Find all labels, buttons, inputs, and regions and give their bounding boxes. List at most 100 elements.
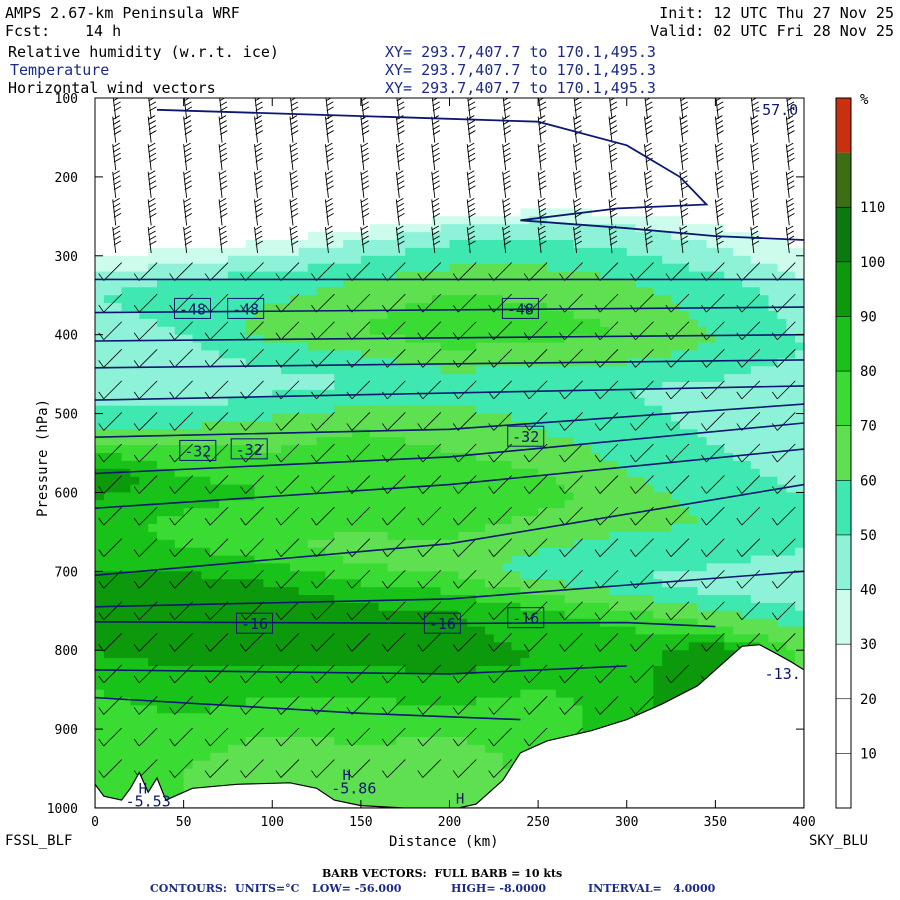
rh-cell: [290, 752, 300, 762]
rh-cell: [369, 295, 380, 304]
rh-cell: [662, 342, 672, 352]
rh-cell: [387, 240, 397, 249]
rh-cell: [95, 744, 105, 754]
rh-cell: [378, 287, 389, 296]
rh-cell: [263, 255, 273, 265]
rh-cell: [272, 484, 282, 494]
rh-cell: [219, 334, 229, 344]
rh-cell: [183, 579, 194, 588]
rh-cell: [343, 413, 353, 423]
rh-cell: [573, 453, 584, 462]
rh-cell: [334, 429, 344, 438]
rh-cell: [458, 634, 468, 643]
rh-cell: [431, 650, 442, 659]
rh-cell: [165, 468, 176, 478]
rh-cell: [617, 240, 628, 249]
rh-cell: [281, 602, 291, 612]
rh-cell: [352, 232, 362, 241]
rh-cell: [573, 295, 584, 304]
rh-cell: [201, 389, 211, 399]
rh-cell: [369, 374, 380, 383]
rh-cell: [236, 311, 247, 320]
rh-cell: [272, 689, 282, 699]
rh-cell: [387, 689, 397, 699]
rh-cell: [263, 484, 273, 494]
rh-cell: [201, 563, 211, 572]
rh-cell: [112, 776, 123, 785]
rh-cell: [387, 224, 397, 233]
rh-cell: [219, 697, 229, 707]
rh-cell: [520, 524, 530, 533]
rh-cell: [600, 602, 610, 612]
rh-cell: [485, 382, 495, 391]
rh-cell: [103, 437, 114, 446]
rh-cell: [183, 516, 194, 525]
rh-cell: [227, 610, 238, 620]
rh-cell: [467, 800, 477, 808]
rh-cell: [281, 437, 291, 446]
rh-cell: [103, 460, 114, 470]
rh-cell: [157, 350, 167, 359]
rh-cell: [130, 295, 140, 304]
rh-cell: [653, 571, 663, 580]
rh-cell: [467, 776, 477, 785]
rh-cell: [609, 468, 619, 478]
rh-cell: [334, 492, 344, 501]
rh-cell: [476, 255, 486, 265]
rh-cell: [112, 460, 123, 470]
rh-cell: [369, 531, 380, 541]
rh-cell: [95, 650, 105, 659]
rh-cell: [511, 216, 521, 225]
rh-cell: [210, 437, 220, 446]
rh-cell: [564, 342, 575, 352]
rh-cell: [316, 571, 327, 580]
rh-cell: [236, 326, 247, 336]
rh-cell: [502, 247, 513, 257]
rh-cell: [644, 216, 654, 225]
rh-cell: [254, 642, 264, 651]
rh-cell: [183, 658, 194, 667]
rh-cell: [183, 673, 194, 683]
rh-cell: [538, 421, 548, 430]
rh-cell: [183, 508, 194, 517]
rh-cell: [121, 768, 132, 778]
rh-cell: [538, 247, 548, 257]
rh-cell: [263, 768, 273, 778]
rh-cell: [520, 516, 530, 525]
rh-cell: [449, 729, 459, 738]
rh-cell: [343, 524, 353, 533]
rh-cell: [688, 484, 699, 494]
rh-cell: [626, 216, 637, 225]
rh-cell: [369, 255, 380, 265]
rh-cell: [396, 279, 406, 288]
rh-cell: [591, 413, 601, 423]
rh-cell: [600, 524, 610, 533]
rh-cell: [485, 539, 495, 549]
rh-cell: [130, 531, 140, 541]
rh-cell: [219, 713, 229, 722]
rh-cell: [547, 492, 557, 501]
rh-cell: [626, 247, 637, 257]
rh-cell: [95, 453, 105, 462]
rh-cell: [245, 326, 256, 336]
rh-cell: [165, 571, 176, 580]
rh-cell: [662, 681, 672, 691]
rh-cell: [582, 342, 592, 352]
rh-cell: [591, 555, 601, 565]
rh-cell: [547, 713, 557, 722]
rh-cell: [148, 445, 158, 454]
rh-cell: [547, 413, 557, 423]
rh-cell: [130, 453, 140, 462]
rh-cell: [112, 255, 123, 265]
rh-cell: [564, 429, 575, 438]
rh-cell: [449, 476, 459, 486]
rh-cell: [440, 232, 451, 241]
rh-cell: [440, 800, 451, 808]
rh-cell: [635, 350, 646, 359]
rh-cell: [307, 689, 318, 699]
rh-cell: [626, 508, 637, 517]
forecast-hour: 14 h: [85, 22, 122, 40]
rh-cell: [422, 681, 433, 691]
rh-cell: [201, 405, 211, 415]
rh-cell: [476, 240, 486, 249]
